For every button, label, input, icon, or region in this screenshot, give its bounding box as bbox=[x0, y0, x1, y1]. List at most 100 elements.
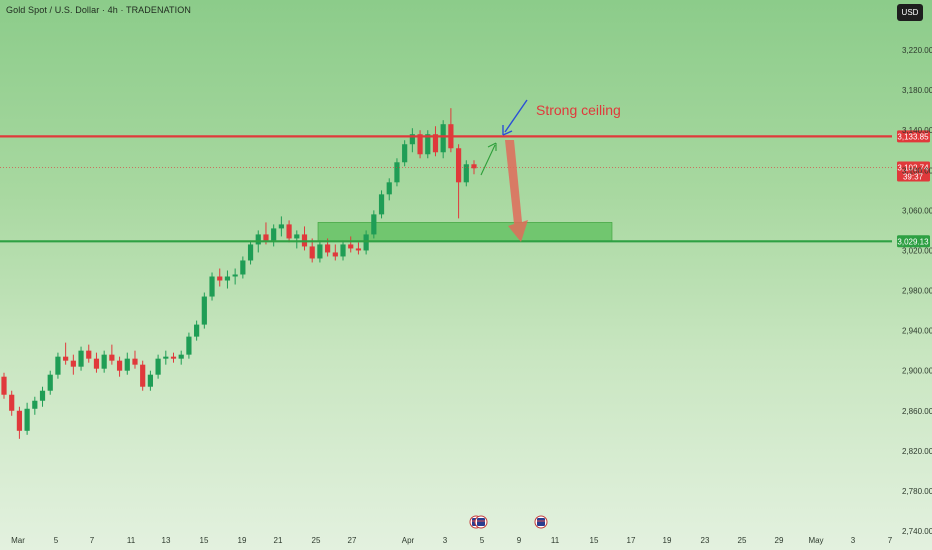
candle[interactable] bbox=[394, 158, 400, 187]
candle[interactable] bbox=[39, 386, 46, 407]
candle[interactable] bbox=[332, 244, 338, 261]
candle[interactable] bbox=[402, 140, 408, 167]
candle[interactable] bbox=[247, 240, 254, 265]
candle[interactable] bbox=[340, 240, 346, 261]
candle[interactable] bbox=[348, 236, 354, 253]
demand-zone[interactable] bbox=[317, 222, 613, 242]
candle-body bbox=[47, 374, 53, 391]
candle-body bbox=[394, 162, 400, 183]
candle[interactable] bbox=[101, 350, 107, 373]
currency-badge[interactable]: USD bbox=[897, 4, 923, 21]
candle-body bbox=[140, 364, 146, 387]
candle[interactable] bbox=[32, 396, 38, 415]
candle[interactable] bbox=[16, 406, 23, 439]
x-tick-label: 19 bbox=[663, 536, 672, 545]
y-tick-label: 3,180.00 bbox=[902, 86, 932, 95]
candle[interactable] bbox=[232, 268, 238, 285]
y-tick-label: 2,740.00 bbox=[902, 527, 932, 536]
candle[interactable] bbox=[301, 226, 308, 251]
candle[interactable] bbox=[170, 352, 177, 363]
candle[interactable] bbox=[209, 272, 215, 301]
candle[interactable] bbox=[432, 126, 439, 157]
candle[interactable] bbox=[286, 220, 292, 243]
candle[interactable] bbox=[132, 350, 138, 369]
candle[interactable] bbox=[371, 210, 377, 239]
candle[interactable] bbox=[70, 354, 76, 375]
x-tick-label: 15 bbox=[590, 536, 599, 545]
y-tick-label: 2,940.00 bbox=[902, 327, 932, 336]
x-tick-label: 19 bbox=[238, 536, 247, 545]
support-price-tag-text: 3,029.13 bbox=[897, 237, 929, 246]
candle[interactable] bbox=[317, 240, 323, 263]
candle[interactable] bbox=[463, 160, 469, 187]
candle-body bbox=[294, 234, 300, 239]
candle[interactable] bbox=[140, 360, 146, 391]
candle[interactable] bbox=[178, 350, 184, 365]
candle[interactable] bbox=[155, 354, 161, 379]
candle[interactable] bbox=[378, 190, 385, 219]
candle-body bbox=[70, 360, 76, 367]
y-tick-label: 3,100.00 bbox=[902, 166, 932, 175]
candle[interactable] bbox=[201, 292, 207, 329]
candle[interactable] bbox=[224, 270, 231, 289]
candle-body bbox=[186, 336, 192, 355]
candle[interactable] bbox=[425, 130, 431, 159]
candle[interactable] bbox=[217, 268, 223, 287]
candle[interactable] bbox=[63, 342, 69, 365]
us-event-icon[interactable] bbox=[534, 515, 548, 529]
candle[interactable] bbox=[47, 370, 53, 395]
candle[interactable] bbox=[78, 346, 84, 371]
candle[interactable] bbox=[363, 230, 369, 255]
x-tick-label: 7 bbox=[888, 536, 893, 545]
candle[interactable] bbox=[417, 130, 423, 159]
candle[interactable] bbox=[240, 256, 246, 279]
countdown-text: 39:37 bbox=[903, 173, 924, 182]
candle[interactable] bbox=[55, 352, 61, 379]
candle[interactable] bbox=[147, 370, 153, 391]
x-tick-label: 13 bbox=[162, 536, 171, 545]
candle-body bbox=[286, 224, 292, 239]
candle[interactable] bbox=[355, 242, 362, 255]
candle[interactable] bbox=[309, 238, 315, 263]
y-tick-label: 3,020.00 bbox=[902, 246, 932, 255]
candle[interactable] bbox=[409, 128, 415, 153]
candle[interactable] bbox=[455, 144, 462, 219]
candle[interactable] bbox=[1, 372, 7, 399]
x-tick-label: 17 bbox=[627, 536, 636, 545]
candle-body bbox=[86, 350, 92, 359]
candle-body bbox=[263, 234, 269, 241]
candle-body bbox=[317, 244, 323, 259]
candle-body bbox=[39, 390, 46, 401]
candle-body bbox=[16, 410, 23, 431]
x-tick-label: 3 bbox=[443, 536, 448, 545]
candle[interactable] bbox=[448, 108, 454, 153]
x-tick-label: 23 bbox=[701, 536, 710, 545]
us-event-icon[interactable] bbox=[474, 515, 488, 529]
candle[interactable] bbox=[294, 230, 300, 249]
candle[interactable] bbox=[9, 390, 15, 416]
x-tick-label: 5 bbox=[480, 536, 485, 545]
candle[interactable] bbox=[186, 332, 192, 359]
candle-body bbox=[255, 234, 261, 245]
candle[interactable] bbox=[86, 344, 92, 363]
resistance-price-tag-text: 3,133.85 bbox=[897, 132, 929, 141]
candle[interactable] bbox=[109, 344, 115, 365]
candle[interactable] bbox=[163, 350, 169, 365]
candle[interactable] bbox=[194, 320, 200, 341]
candle[interactable] bbox=[278, 216, 284, 237]
candle[interactable] bbox=[24, 402, 30, 435]
candle[interactable] bbox=[116, 356, 123, 377]
candle[interactable] bbox=[271, 224, 277, 247]
price-axis[interactable] bbox=[892, 0, 932, 550]
candle[interactable] bbox=[93, 352, 100, 373]
candle-body bbox=[101, 354, 107, 369]
candle[interactable] bbox=[124, 352, 130, 375]
x-tick-label: 21 bbox=[274, 536, 283, 545]
candle-body bbox=[340, 244, 346, 257]
candle[interactable] bbox=[386, 178, 392, 201]
candle-body bbox=[109, 354, 115, 361]
candle-body bbox=[178, 354, 184, 359]
candle[interactable] bbox=[440, 120, 446, 159]
